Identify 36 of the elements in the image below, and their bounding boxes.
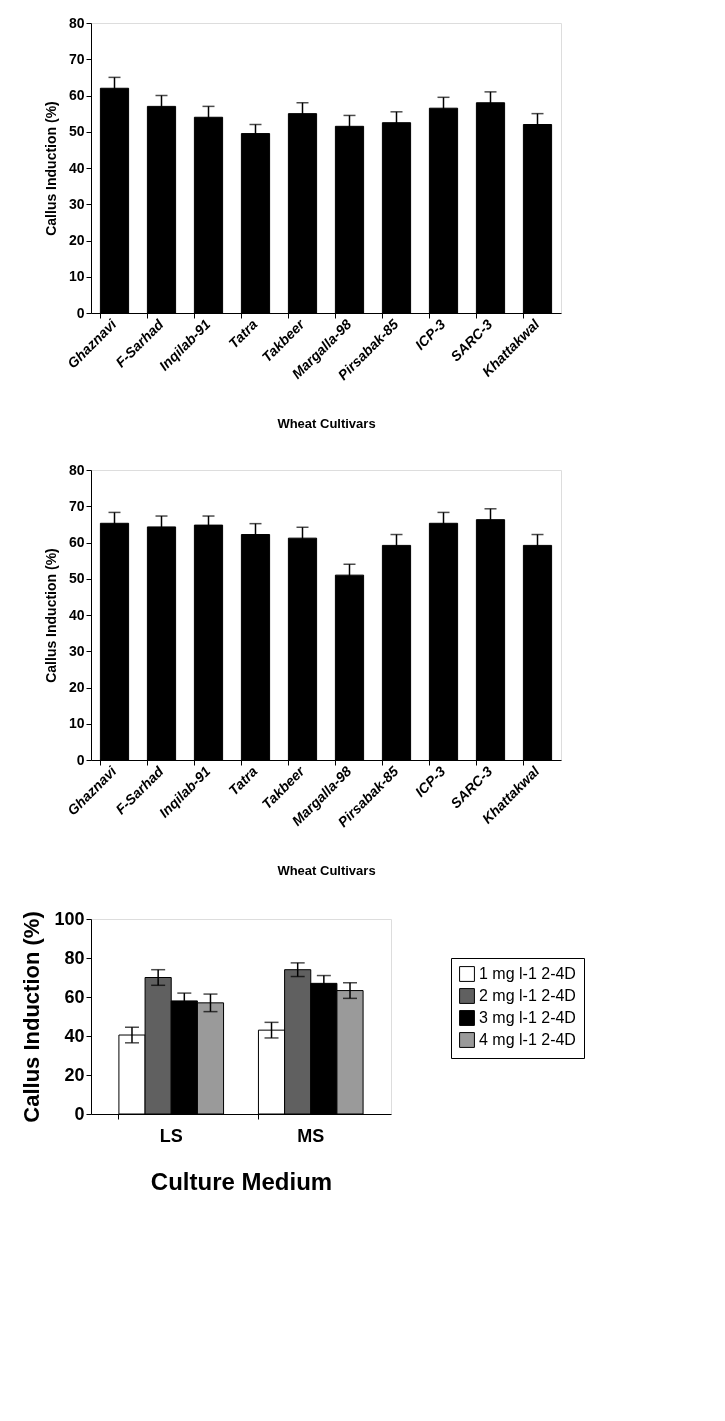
y-tick-label: 50 bbox=[68, 123, 85, 140]
y-tick-label: 10 bbox=[68, 715, 85, 732]
y-tick-label: 0 bbox=[76, 751, 85, 768]
y-tick-label: 60 bbox=[68, 87, 85, 103]
y-tick-label: 70 bbox=[68, 50, 85, 67]
y-tick-label: 10 bbox=[68, 268, 85, 285]
y-tick-label: 30 bbox=[68, 195, 85, 212]
y-tick-label: 20 bbox=[68, 679, 85, 695]
y-tick-label: 40 bbox=[68, 159, 85, 176]
y-axis-title: Callus Induction (%) bbox=[42, 101, 59, 236]
y-tick-label: 60 bbox=[64, 986, 85, 1007]
y-tick-label: 80 bbox=[64, 947, 85, 968]
y-tick-label: 100 bbox=[54, 908, 85, 929]
x-axis-title: Culture Medium bbox=[150, 1167, 333, 1195]
y-tick-label: 50 bbox=[68, 570, 85, 587]
y-tick-label: 30 bbox=[68, 642, 85, 659]
x-tick-label: LS bbox=[159, 1125, 183, 1146]
y-tick-label: 40 bbox=[64, 1025, 85, 1046]
y-tick-label: 20 bbox=[64, 1064, 85, 1085]
y-tick-label: 60 bbox=[68, 534, 85, 550]
x-tick-label: MS bbox=[297, 1125, 325, 1146]
legend-label: 3 mg l-1 2-4D bbox=[479, 1009, 576, 1026]
y-axis-title: Callus Induction (%) bbox=[19, 911, 45, 1123]
y-tick-label: 40 bbox=[68, 606, 85, 623]
y-tick-label: 80 bbox=[68, 461, 85, 478]
x-axis-title: Wheat Cultivars bbox=[277, 416, 376, 432]
y-tick-label: 80 bbox=[68, 14, 85, 31]
legend-label: 4 mg l-1 2-4D bbox=[479, 1031, 576, 1048]
y-tick-label: 70 bbox=[68, 497, 85, 514]
legend-label: 1 mg l-1 2-4D bbox=[479, 965, 576, 982]
legend-label: 2 mg l-1 2-4D bbox=[479, 987, 576, 1004]
x-axis-title: Wheat Cultivars bbox=[277, 863, 376, 879]
y-tick-label: 20 bbox=[68, 232, 85, 248]
y-tick-label: 0 bbox=[76, 304, 85, 321]
y-tick-label: 0 bbox=[74, 1103, 85, 1124]
y-axis-title: Callus Induction (%) bbox=[42, 548, 59, 683]
